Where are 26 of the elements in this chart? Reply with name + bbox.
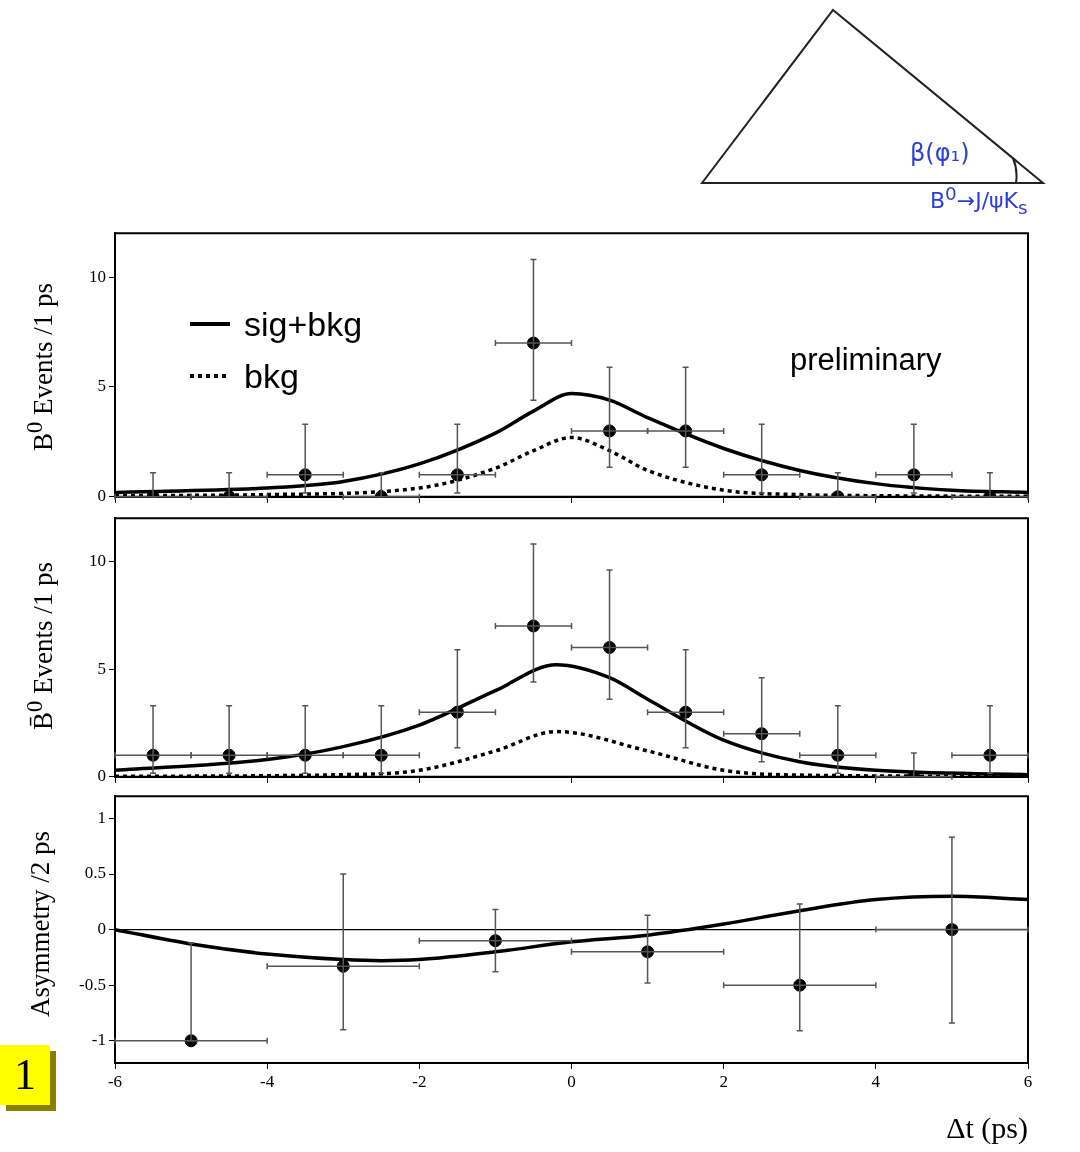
y-tick-label: 10 [89, 550, 106, 570]
y-tick-label: 0 [97, 919, 106, 939]
y-tick-label: -0.5 [79, 974, 106, 994]
x-tick-label: 6 [1023, 1071, 1033, 1091]
y-tick-label: 5 [97, 658, 106, 678]
text: 1 [0, 1045, 50, 1106]
x-tick-label: -6 [107, 1071, 123, 1091]
annotation: preliminary [790, 342, 942, 378]
x-tick-label: 2 [719, 1071, 728, 1091]
y-tick-label: -1 [91, 1030, 106, 1050]
legend-label: sig+bkg [244, 304, 363, 344]
x-axis-title: Δt (ps) [946, 1110, 1028, 1145]
text: B$^{0}$→J/ψK$_{s}$ [930, 183, 1028, 218]
x-tick-label: 4 [871, 1071, 881, 1091]
y-tick-label: 10 [89, 266, 106, 286]
x-tick-label: 0 [567, 1071, 576, 1091]
y-tick-label: 0.5 [84, 863, 106, 883]
y-axis-title: Asymmetry /2 ps [24, 831, 56, 1017]
y-tick-label: 0 [97, 486, 106, 506]
x-tick-label: -4 [260, 1071, 275, 1091]
y-tick-label: 0 [97, 766, 106, 786]
y-tick-label: 1 [97, 807, 106, 827]
y-tick-label: 5 [97, 376, 106, 396]
text: β(φ₁) [910, 139, 970, 167]
x-tick-label: -2 [412, 1071, 427, 1091]
legend-label: bkg [244, 356, 299, 396]
